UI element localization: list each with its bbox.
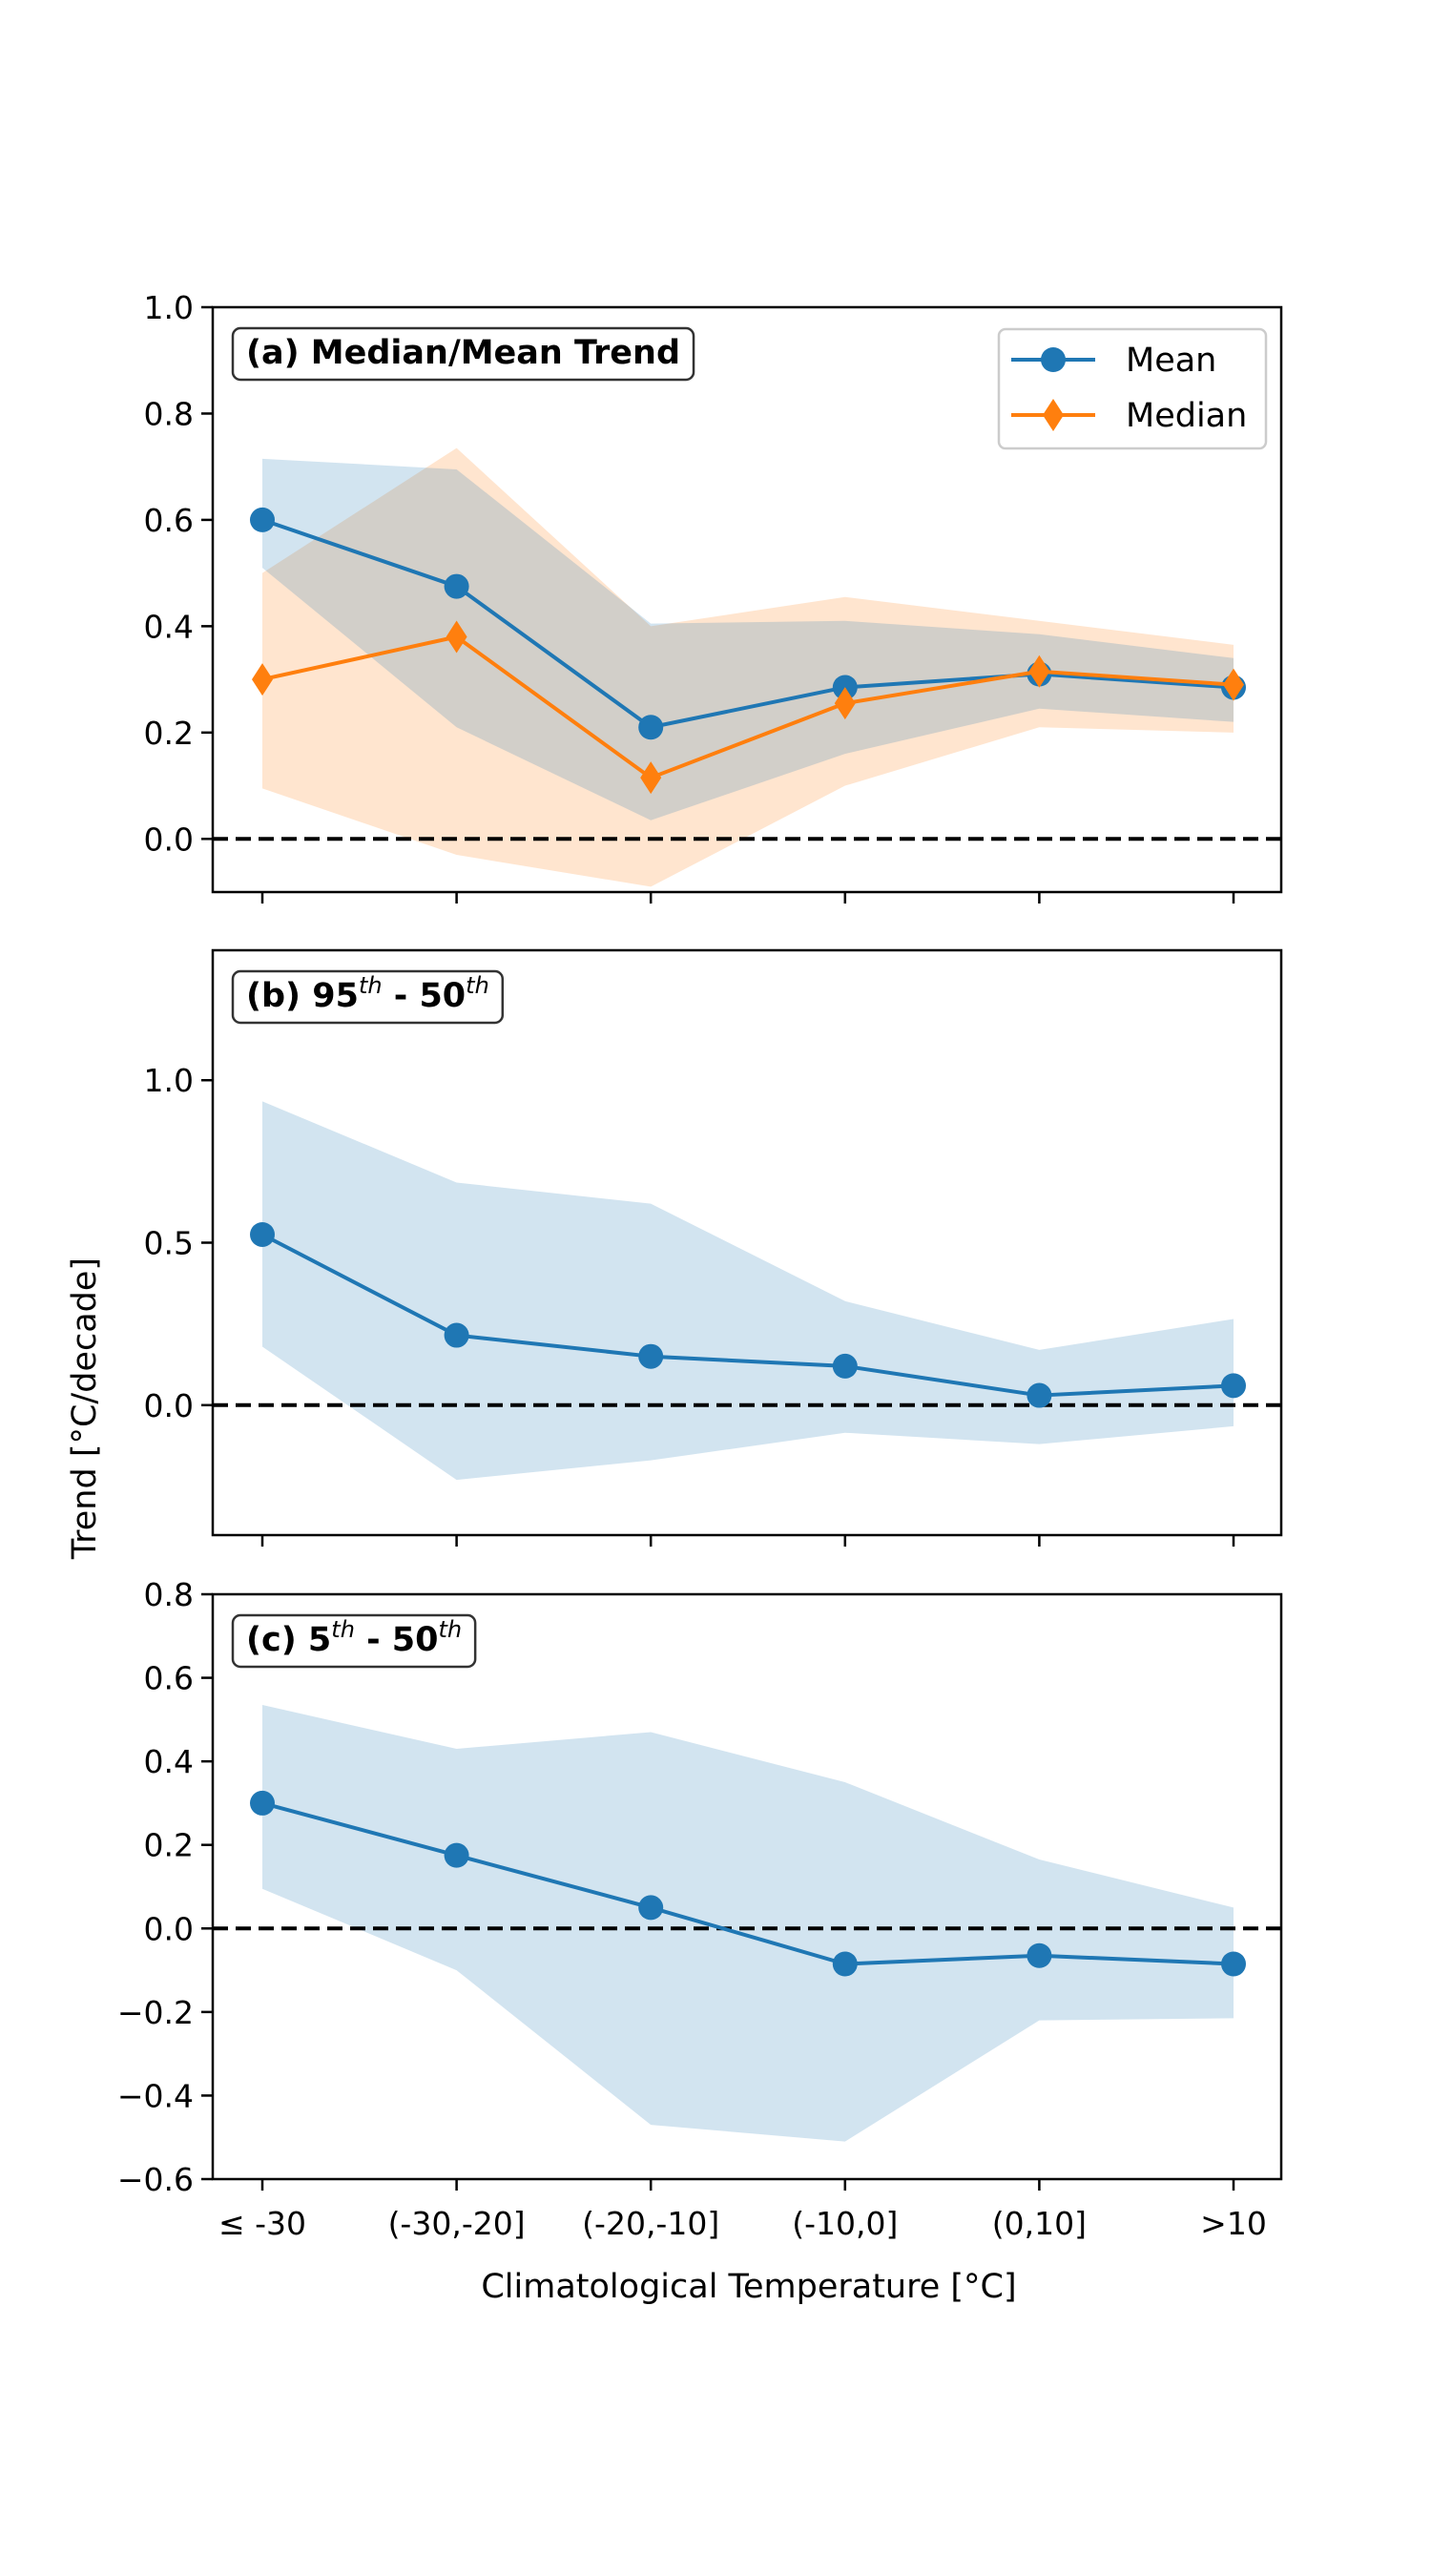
plot-area [213, 1101, 1281, 1481]
data-point-trend [832, 1353, 858, 1379]
panels: 0.0 0.2 0.4 0.6 0.8 1.0 (a) Median/Mean Trend M… [117, 289, 1283, 2242]
data-point-trend [1027, 1382, 1052, 1408]
data-point-mean [444, 573, 469, 599]
data-point-median [446, 620, 467, 654]
plot-frame [211, 1592, 1283, 2181]
x-tick-label: (-10,0] [792, 2205, 898, 2242]
panel-label-text: - 50 [383, 977, 467, 1015]
y-tick-label: 1.0 [144, 289, 194, 326]
panel-label-box [231, 1613, 477, 1669]
y-tick-label: 0.2 [144, 1827, 194, 1864]
x-tick-label: (0,10] [992, 2205, 1087, 2242]
y-tick-label: −0.6 [117, 2161, 194, 2198]
panel-label-text: (c) 5 [246, 1621, 331, 1659]
panel-label-box [231, 326, 695, 382]
band-trend [262, 1101, 1234, 1481]
x-tick-label: (-20,-10] [582, 2205, 719, 2242]
data-point-trend [1221, 1373, 1246, 1399]
data-point-trend [832, 1951, 858, 1977]
panel-label-superscript: th [331, 1616, 355, 1643]
legend-label-mean: Mean [1126, 342, 1216, 380]
y-tick-label: 1.0 [144, 1062, 194, 1099]
y-tick-label: 0.2 [144, 715, 194, 752]
y-tick-label: 0.6 [144, 502, 194, 539]
legend: Mean Median [997, 327, 1268, 450]
legend-marker-mean [1041, 347, 1066, 372]
x-axis-title: Climatological Temperature [°C] [481, 2268, 1016, 2306]
y-tick-label: 0.0 [144, 821, 194, 858]
y-tick-label: −0.2 [117, 1994, 194, 2031]
data-point-median [1028, 654, 1050, 688]
panel-label-superscript: th [439, 1616, 463, 1643]
y-tick-label: 0.8 [144, 1576, 194, 1613]
x-tick-label: (-30,-20] [388, 2205, 526, 2242]
legend-label-median: Median [1126, 397, 1247, 435]
panel-c: −0.6 −0.4 −0.2 0.0 0.2 0.4 0.6 0.8 ≤ -30 (-30,-20… [117, 1576, 1283, 2242]
band-trend [262, 1705, 1234, 2142]
y-tick-label: 0.4 [144, 1743, 194, 1780]
data-point-trend [444, 1842, 469, 1868]
series-line-trend [261, 1800, 1234, 1966]
data-point-mean [250, 507, 275, 532]
plot-frame [211, 305, 1283, 894]
data-point-trend [444, 1322, 469, 1348]
panel-label: (b) 95th - 50th [246, 972, 489, 1015]
panel-label-text: (b) 95 [246, 977, 359, 1015]
y-tick-label: 0.4 [144, 608, 194, 645]
band-mean [262, 458, 1234, 821]
x-tick-label: ≤ -30 [218, 2205, 306, 2242]
data-point-trend [250, 1221, 275, 1247]
data-point-median [1223, 668, 1244, 701]
data-point-mean [638, 715, 664, 740]
panel-b: 0.00.51.0(b) 95th - 50th [144, 948, 1283, 1547]
y-tick-label: 0.5 [144, 1225, 194, 1262]
panel-label-superscript: th [466, 972, 489, 999]
band-median [262, 447, 1234, 887]
data-point-median [834, 687, 856, 720]
y-tick-label: −0.4 [117, 2077, 194, 2114]
plot-area [213, 1705, 1281, 2142]
panel-label-box [231, 969, 505, 1025]
y-tick-label: 0.8 [144, 395, 194, 432]
panel-label: (c) 5th - 50th [246, 1616, 462, 1659]
x-tick-label: >10 [1200, 2205, 1267, 2242]
legend-marker-median [1043, 399, 1064, 431]
data-point-trend [1221, 1951, 1246, 1977]
data-point-trend [1027, 1942, 1052, 1968]
panel-a: 0.0 0.2 0.4 0.6 0.8 1.0 (a) Median/Mean Trend M… [144, 289, 1283, 904]
y-tick-label: 0.0 [144, 1387, 194, 1424]
series-line-mean [261, 518, 1234, 730]
data-point-trend [638, 1343, 664, 1369]
panel-label-text: - 50 [355, 1621, 439, 1659]
data-point-trend [250, 1790, 275, 1816]
data-point-median [252, 663, 273, 696]
series-line-trend [261, 1233, 1234, 1398]
panel-label-text: (a) Median/Mean Trend [246, 334, 680, 372]
y-axis-title: Trend [°C/decade] [66, 1257, 104, 1560]
data-point-median [640, 761, 662, 795]
y-tick-label: 0.0 [144, 1910, 194, 1947]
panel-label: (a) Median/Mean Trend [246, 334, 680, 372]
data-point-trend [638, 1895, 664, 1921]
panel-label-superscript: th [359, 972, 383, 999]
plot-area [213, 447, 1281, 887]
series-line-median [261, 634, 1234, 780]
y-tick-label: 0.6 [144, 1660, 194, 1697]
